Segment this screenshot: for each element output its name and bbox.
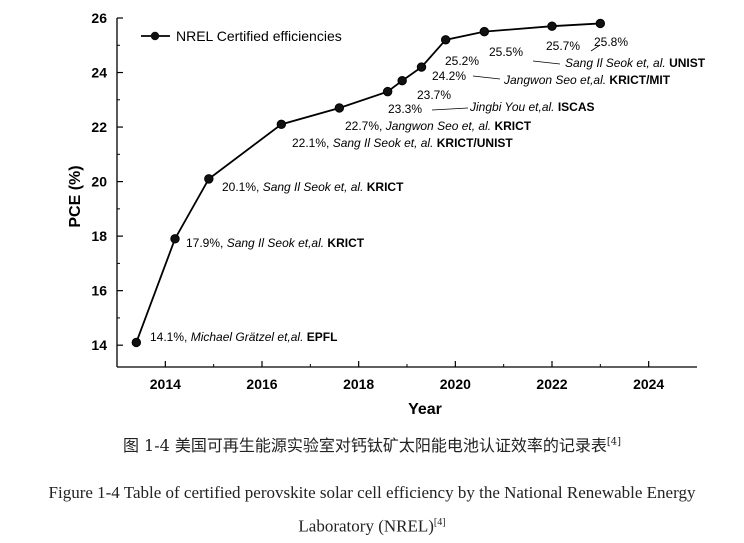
data-point xyxy=(131,337,142,348)
x-tick-label: 2014 xyxy=(150,376,181,392)
x-tick-label: 2022 xyxy=(536,376,567,392)
annotation-leader xyxy=(472,75,501,80)
legend-label: NREL Certified efficiencies xyxy=(176,28,342,44)
annotation-leader xyxy=(431,107,469,111)
series-line xyxy=(135,22,601,343)
annotation-author: Jingbi You et,al. xyxy=(469,100,558,114)
data-point xyxy=(204,174,214,184)
y-tick-label: 24 xyxy=(91,65,107,81)
annotation-org: KRICT xyxy=(367,180,404,194)
annotation-value: 23.7% xyxy=(417,88,451,102)
annotation-label: 23.3% xyxy=(388,102,422,116)
data-point xyxy=(170,234,180,244)
annotation-org: KRICT/UNIST xyxy=(437,136,514,150)
data-point xyxy=(276,119,287,130)
y-tick-label: 20 xyxy=(91,174,107,190)
data-point xyxy=(382,86,393,97)
data-point xyxy=(334,103,345,113)
annotation-label: 17.9%, Sang Il Seok et,al. KRICT xyxy=(186,236,365,250)
annotation-org: UNIST xyxy=(669,56,706,70)
annotation-author: Sang Il Seok et,al. xyxy=(223,236,327,250)
annotation-value: 20.1%, xyxy=(222,180,259,194)
annotation-org: ISCAS xyxy=(558,100,595,114)
annotation-attribution: Jangwon Seo et,al. KRICT/MIT xyxy=(503,73,671,87)
annotation-label: 25.5% xyxy=(489,45,523,59)
annotation-value: 22.7%, xyxy=(345,119,382,133)
annotation-org: EPFL xyxy=(307,330,338,344)
x-tick-label: 2016 xyxy=(246,376,277,392)
data-point xyxy=(479,26,490,37)
annotation-value: 25.5% xyxy=(489,45,523,59)
annotation-value: 25.7% xyxy=(546,39,580,53)
caption-english-line1: Figure 1-4 Table of certified perovskite… xyxy=(48,483,696,502)
annotation-value: 24.2% xyxy=(432,69,466,83)
data-point xyxy=(595,18,606,29)
y-tick-label: 22 xyxy=(91,119,107,135)
y-tick-label: 16 xyxy=(91,283,107,299)
annotation-value: 17.9%, xyxy=(186,236,223,250)
annotation-author: Jangwon Seo et, al. xyxy=(382,119,494,133)
annotation-author: Sang Il Seok et, al. xyxy=(259,180,366,194)
caption-english-ref: [4] xyxy=(433,517,446,528)
x-tick-label: 2024 xyxy=(633,376,664,392)
x-tick-label: 2018 xyxy=(343,376,374,392)
annotation-author: Sang Il Seok et, al. xyxy=(329,136,436,150)
annotation-attribution: Jingbi You et,al. ISCAS xyxy=(469,100,595,114)
annotation-author: Michael Grätzel et,al. xyxy=(187,330,306,344)
annotation-label: 25.7% xyxy=(546,39,580,53)
annotation-label: 24.2% xyxy=(432,69,466,83)
annotation-value: 22.1%, xyxy=(292,136,329,150)
legend-marker xyxy=(150,31,160,41)
annotation-org: KRICT xyxy=(327,236,364,250)
caption-english: Figure 1-4 Table of certified perovskite… xyxy=(20,478,724,542)
data-point xyxy=(416,62,427,72)
annotation-value: 25.8% xyxy=(594,35,628,49)
annotation-value: 25.2% xyxy=(445,54,479,68)
x-tick-label: 2020 xyxy=(440,376,471,392)
annotation-author: Sang Il Seok et, al. xyxy=(565,56,669,70)
annotation-label: 22.7%, Jangwon Seo et, al. KRICT xyxy=(345,119,532,133)
annotation-label: 25.8% xyxy=(594,35,628,49)
data-point xyxy=(440,35,451,45)
annotation-label: 14.1%, Michael Grätzel et,al. EPFL xyxy=(150,330,337,344)
annotation-value: 14.1%, xyxy=(150,330,187,344)
annotation-attribution: Sang Il Seok et, al. UNIST xyxy=(565,56,706,70)
annotation-label: 22.1%, Sang Il Seok et, al. KRICT/UNIST xyxy=(292,136,513,150)
y-tick-label: 18 xyxy=(91,228,107,244)
caption-chinese-text: 图 1-4 美国可再生能源实验室对钙钛矿太阳能电池认证效率的记录表 xyxy=(122,436,607,455)
caption-chinese: 图 1-4 美国可再生能源实验室对钙钛矿太阳能电池认证效率的记录表[4] xyxy=(0,432,744,456)
y-tick-label: 14 xyxy=(91,337,107,353)
y-axis-title: PCE (%) xyxy=(67,165,84,227)
data-point xyxy=(547,21,557,31)
caption-chinese-ref: [4] xyxy=(606,436,622,448)
annotation-leader xyxy=(532,60,561,65)
annotation-org: KRICT xyxy=(494,119,531,133)
annotation-value: 23.3% xyxy=(388,102,422,116)
annotation-leader xyxy=(590,44,601,52)
annotation-label: 23.7% xyxy=(417,88,451,102)
annotation-org: KRICT/MIT xyxy=(609,73,670,87)
data-point xyxy=(397,76,407,86)
y-tick-label: 26 xyxy=(91,10,107,26)
annotation-author: Jangwon Seo et,al. xyxy=(503,73,609,87)
caption-english-line2: Laboratory (NREL) xyxy=(298,516,434,536)
annotation-label: 25.2% xyxy=(445,54,479,68)
x-axis-title: Year xyxy=(408,401,442,418)
annotation-label: 20.1%, Sang Il Seok et, al. KRICT xyxy=(222,180,404,194)
